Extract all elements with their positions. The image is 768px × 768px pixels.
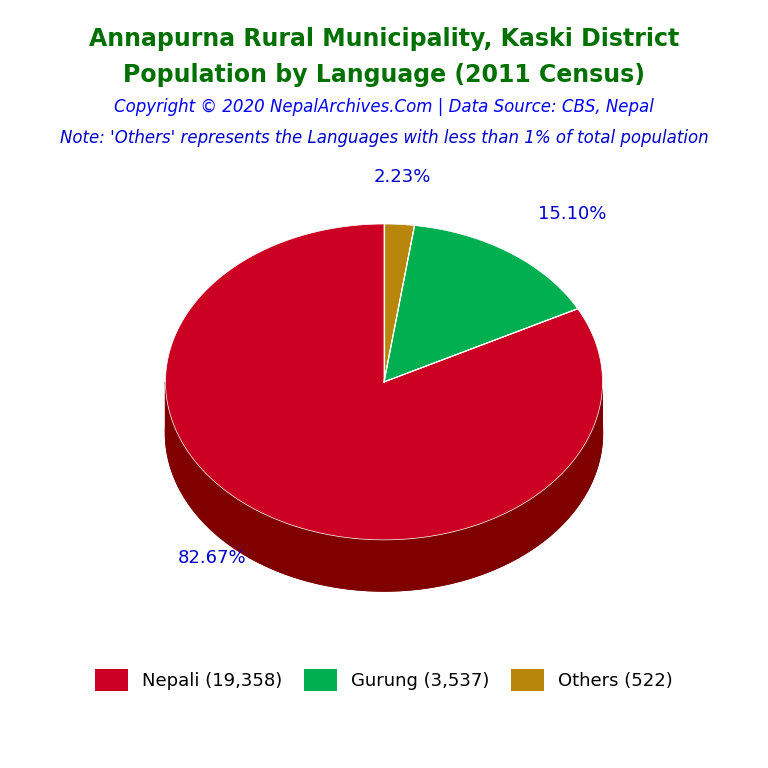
Text: 2.23%: 2.23% <box>374 168 432 186</box>
Text: Annapurna Rural Municipality, Kaski District: Annapurna Rural Municipality, Kaski Dist… <box>89 27 679 51</box>
Ellipse shape <box>165 275 603 591</box>
Polygon shape <box>165 382 602 591</box>
Text: Copyright © 2020 NepalArchives.Com | Data Source: CBS, Nepal: Copyright © 2020 NepalArchives.Com | Dat… <box>114 98 654 116</box>
Text: Note: 'Others' represents the Languages with less than 1% of total population: Note: 'Others' represents the Languages … <box>60 129 708 147</box>
Text: 15.10%: 15.10% <box>538 205 606 223</box>
Polygon shape <box>384 226 578 382</box>
Polygon shape <box>165 224 603 540</box>
Legend: Nepali (19,358), Gurung (3,537), Others (522): Nepali (19,358), Gurung (3,537), Others … <box>95 669 673 690</box>
Polygon shape <box>384 224 415 382</box>
Text: 82.67%: 82.67% <box>177 548 246 567</box>
Text: Population by Language (2011 Census): Population by Language (2011 Census) <box>123 63 645 87</box>
